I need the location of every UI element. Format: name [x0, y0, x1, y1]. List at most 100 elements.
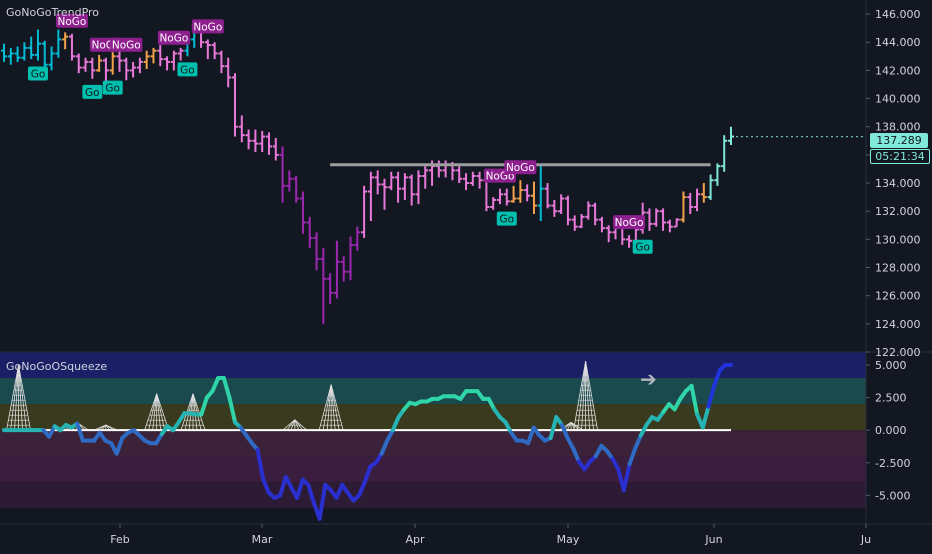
candle-bar — [252, 129, 259, 153]
label-text: NoGo — [615, 217, 644, 229]
candle-bar — [62, 32, 69, 50]
x-tick-label: Feb — [110, 533, 129, 546]
squeeze-arrow-icon: ➔ — [640, 367, 657, 391]
label-box — [496, 211, 517, 226]
label-text: Go — [31, 69, 46, 81]
candle-bar — [34, 29, 41, 61]
candle-bar — [415, 170, 422, 205]
candle-bar — [306, 216, 313, 248]
squeeze-spike — [152, 393, 158, 431]
squeeze-spike — [148, 393, 158, 431]
label-box — [82, 84, 103, 99]
squeeze-spike — [10, 364, 19, 431]
squeeze-spike — [156, 393, 170, 431]
candle-bar — [707, 174, 714, 200]
candle-bar — [605, 225, 612, 243]
candle-bar — [680, 191, 687, 223]
candle-bar — [14, 46, 21, 62]
osc-y-tick-label: 2.500 — [875, 392, 907, 405]
y-tick-label: 138.000 — [875, 121, 921, 134]
osc-zone — [0, 456, 866, 483]
candle-bar — [694, 188, 701, 212]
label-box — [191, 19, 224, 34]
candle-bar — [564, 195, 571, 226]
label-box — [110, 37, 143, 52]
countdown-tag: 05:21:34 — [870, 149, 930, 164]
x-tick-label: Apr — [405, 533, 425, 546]
label-box — [613, 215, 646, 230]
oscillator-segment — [199, 395, 209, 417]
oscillator-segment — [633, 433, 643, 451]
oscillator-segment — [295, 477, 305, 500]
osc-zone — [0, 404, 866, 431]
squeeze-spike — [570, 422, 584, 431]
candle-bar — [150, 47, 157, 64]
candle-bar — [598, 216, 605, 233]
oscillator-segment — [571, 446, 581, 464]
candle-bar — [347, 236, 354, 281]
candle-bar — [320, 247, 327, 324]
candle-bar — [130, 61, 137, 78]
go-label: Go — [632, 239, 653, 254]
oscillator-segment — [227, 395, 238, 425]
x-tick-label: Ju — [860, 533, 871, 546]
candle-bar — [218, 50, 225, 74]
squeeze-mark — [144, 393, 170, 431]
candle-bar — [82, 57, 89, 72]
x-tick-label: Mar — [252, 533, 273, 546]
candle-bar — [28, 36, 35, 60]
candle-bar — [245, 129, 252, 150]
candle-bar — [75, 53, 82, 74]
oscillator-segment — [306, 482, 316, 506]
candle-bar — [211, 42, 218, 60]
candle-bar — [422, 166, 429, 189]
bottom-pane-title: GoNoGoOSqueeze — [6, 360, 108, 373]
squeeze-spike — [330, 384, 336, 431]
squeeze-mark — [318, 384, 344, 431]
candle-bar — [503, 188, 510, 206]
oscillator-segment — [700, 404, 711, 430]
squeeze-spike — [570, 422, 576, 431]
squeeze-spike — [326, 384, 332, 431]
go-label: Go — [82, 84, 103, 99]
osc-y-tick-label: -2.500 — [875, 457, 910, 470]
squeeze-spike — [573, 361, 586, 431]
nogo-label: NoGo — [55, 13, 88, 28]
oscillator-segment — [210, 376, 221, 394]
y-tick-label: 132.000 — [875, 205, 921, 218]
oscillator-segment — [548, 415, 559, 440]
candle-bar — [116, 47, 123, 72]
candle-bar — [259, 130, 266, 153]
squeeze-mark — [573, 361, 598, 431]
go-label: Go — [177, 62, 198, 77]
nogo-label: NoGo — [613, 215, 646, 230]
candle-bar — [7, 47, 14, 65]
squeeze-spike — [156, 393, 162, 431]
candle-bar — [265, 132, 272, 155]
oscillator-segment — [255, 447, 266, 482]
candle-bar — [585, 201, 592, 220]
candle-bar — [48, 46, 55, 71]
candle-bar — [673, 218, 680, 228]
oscillator-segment — [362, 464, 373, 485]
label-text: NoGo — [58, 16, 87, 28]
candle-bar — [136, 57, 143, 74]
candle-bar — [299, 191, 306, 234]
oscillator-segment — [221, 376, 232, 400]
squeeze-spike — [585, 361, 590, 431]
candle-bar — [293, 176, 300, 203]
y-tick-label: 144.000 — [875, 36, 921, 49]
label-text: Go — [635, 242, 650, 254]
osc-y-tick-label: 5.000 — [875, 359, 907, 372]
candle-bar — [700, 183, 707, 203]
squeeze-mark — [282, 419, 308, 431]
oscillator-segment — [706, 383, 717, 409]
candle-bar — [476, 171, 483, 189]
candle-bar — [524, 184, 531, 202]
candle-bar — [517, 180, 524, 203]
candle-bar — [354, 226, 361, 251]
label-box — [55, 13, 88, 28]
candle-bar — [164, 56, 171, 71]
candle-bar — [469, 171, 476, 186]
